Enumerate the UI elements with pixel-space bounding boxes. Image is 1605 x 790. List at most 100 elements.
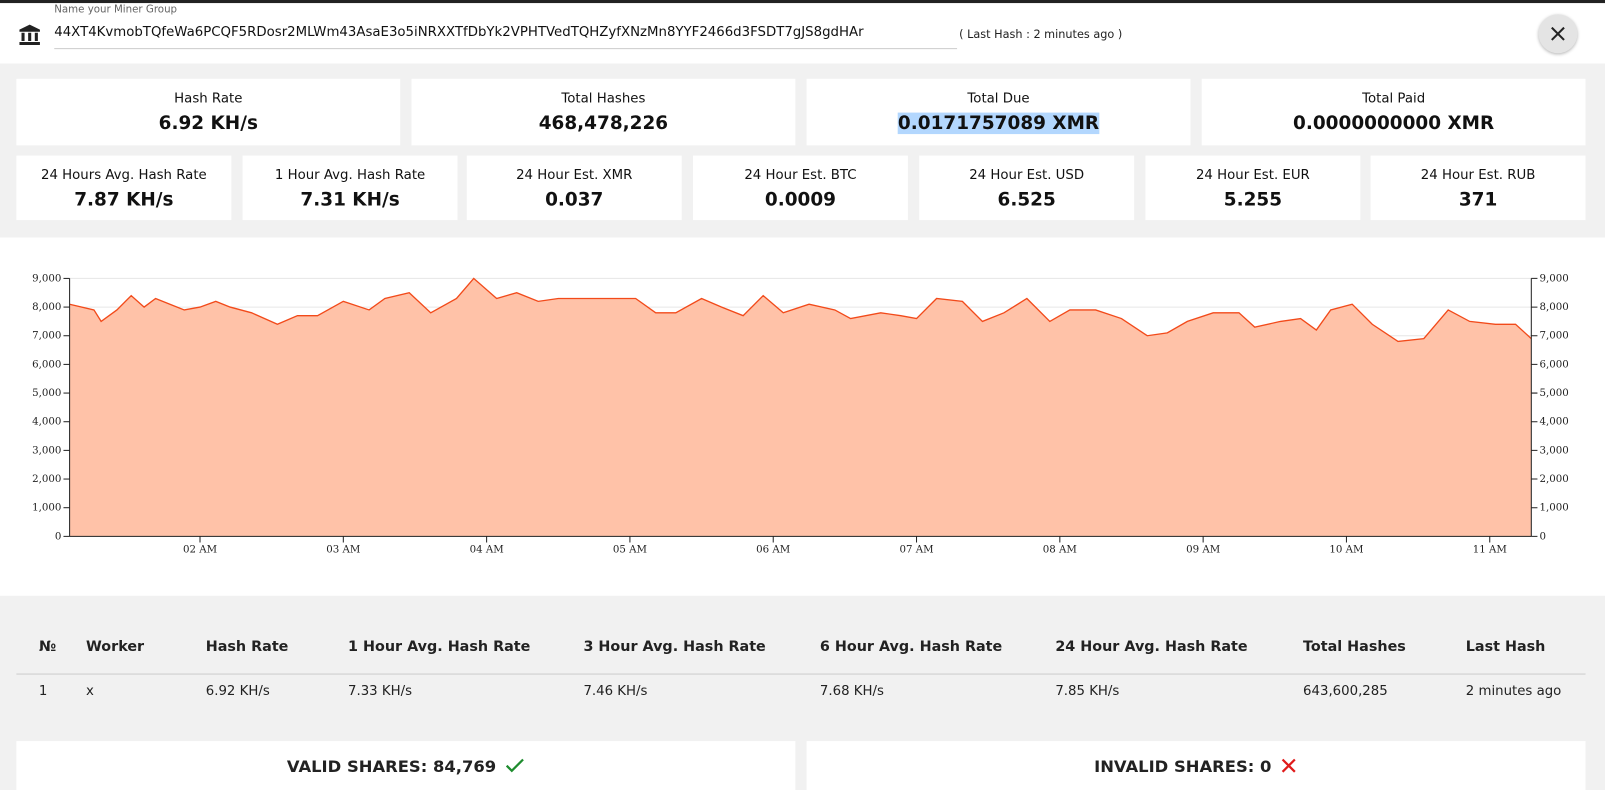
stat-label: Total Due <box>967 91 1030 107</box>
table-cell: 2 minutes ago <box>1465 683 1562 700</box>
valid-shares-text: VALID SHARES: 84,769 <box>286 755 497 776</box>
x-tick-label: 11 AM <box>1473 545 1507 556</box>
table-cell: 643,600,285 <box>1303 683 1388 700</box>
table-cell: x <box>85 683 94 700</box>
x-tick-label: 07 AM <box>899 545 933 556</box>
x-tick-label: 02 AM <box>183 545 217 556</box>
x-tick-label: 03 AM <box>326 545 360 556</box>
x-tick-label: 09 AM <box>1186 545 1220 556</box>
close-icon <box>1551 26 1565 41</box>
invalid-shares: INVALID SHARES: 0 <box>806 741 1586 790</box>
last-hash: ( Last Hash : 2 minutes ago ) <box>959 27 1123 41</box>
header: Name your Miner Group 44XT4KvmobTQfeWa6P… <box>0 0 1605 64</box>
cross-icon <box>1281 758 1296 773</box>
y2-tick-label: 3,000 <box>1539 445 1568 456</box>
miner-address-input[interactable]: 44XT4KvmobTQfeWa6PCQF5RDosr2MLWm43AsaE3o… <box>54 25 958 50</box>
y-tick-label: 5,000 <box>32 388 61 399</box>
bank-icon <box>19 24 40 46</box>
y-tick-label: 6,000 <box>32 359 61 370</box>
table-cell: 7.68 KH/s <box>819 683 884 700</box>
y2-tick-label: 6,000 <box>1539 359 1568 370</box>
estimate-value: 6.525 <box>997 189 1056 211</box>
y-tick-label: 2,000 <box>32 474 61 485</box>
table-header: № <box>38 638 57 656</box>
table-cell: 7.85 KH/s <box>1055 683 1120 700</box>
y-tick-label: 9,000 <box>32 273 61 284</box>
estimate-value: 0.0009 <box>764 189 837 211</box>
stat-value: 468,478,226 <box>411 113 795 134</box>
estimate-value: 0.037 <box>545 189 604 211</box>
x-tick-label: 06 AM <box>756 545 790 556</box>
estimate-label: 24 Hour Est. EUR <box>1195 167 1310 184</box>
x-tick-label: 05 AM <box>613 545 647 556</box>
stat-card: Total Due 0.0171757089 XMR <box>806 78 1191 146</box>
y2-tick-label: 7,000 <box>1539 331 1568 342</box>
y2-tick-label: 9,000 <box>1539 273 1568 284</box>
estimate-label: 24 Hour Est. BTC <box>744 167 857 184</box>
estimate-card: 24 Hours Avg. Hash Rate 7.87 KH/s <box>16 155 232 221</box>
y-tick-label: 1,000 <box>32 503 61 514</box>
y-tick-label: 8,000 <box>32 302 61 313</box>
line <box>69 277 1532 343</box>
y2-tick-label: 0 <box>1539 531 1546 542</box>
y-tick-label: 3,000 <box>32 445 61 456</box>
estimate-value: 5.255 <box>1223 189 1283 211</box>
stat-card: Hash Rate 6.92 KH/s <box>16 78 401 146</box>
y2-tick-label: 2,000 <box>1539 474 1568 485</box>
table-header: 24 Hour Avg. Hash Rate <box>1055 638 1248 656</box>
stat-value-text: 468,478,226 <box>538 112 669 135</box>
close-button[interactable] <box>1538 14 1578 54</box>
stat-value-text: 6.92 KH/s <box>158 112 258 135</box>
table-header: Last Hash <box>1465 638 1546 656</box>
estimate-label: 24 Hour Est. USD <box>969 167 1085 184</box>
stat-value: 6.92 KH/s <box>16 113 400 134</box>
table-divider <box>16 673 1586 675</box>
estimate-value: 7.31 KH/s <box>300 189 400 211</box>
table-header: 1 Hour Avg. Hash Rate <box>348 638 531 656</box>
estimate-card: 24 Hour Est. RUB 371 <box>1370 155 1586 221</box>
stat-value: 0.0000000000 XMR <box>1202 113 1586 134</box>
input-label: Name your Miner Group <box>54 4 178 16</box>
table-cell: 7.46 KH/s <box>583 683 648 700</box>
estimate-card: 24 Hour Est. BTC 0.0009 <box>692 155 908 221</box>
table-header: Worker <box>85 638 145 656</box>
y2-tick-label: 1,000 <box>1539 503 1568 514</box>
valid-shares: VALID SHARES: 84,769 <box>16 741 796 790</box>
chart-panel: 0 1,000 2,000 3,000 4,000 5,000 6,000 7,000 8,00… <box>0 237 1605 596</box>
table-header: 6 Hour Avg. Hash Rate <box>819 638 1003 656</box>
check-icon <box>505 758 524 773</box>
hashrate-chart: 0 1,000 2,000 3,000 4,000 5,000 6,000 7,000 8,00… <box>32 273 1569 556</box>
table-header: 3 Hour Avg. Hash Rate <box>583 638 766 656</box>
x-tick-label: 08 AM <box>1043 545 1077 556</box>
estimate-value: 371 <box>1458 189 1498 211</box>
stat-label: Total Hashes <box>561 91 646 107</box>
stat-label: Total Paid <box>1362 91 1426 107</box>
area <box>69 278 1532 537</box>
estimate-label: 24 Hours Avg. Hash Rate <box>40 167 207 184</box>
estimate-value: 7.87 KH/s <box>74 189 174 211</box>
y2-tick-label: 5,000 <box>1539 388 1568 399</box>
estimate-label: 24 Hour Est. XMR <box>516 167 633 184</box>
table-cell: 1 <box>38 683 48 700</box>
invalid-shares-text: INVALID SHARES: 0 <box>1094 755 1272 776</box>
table-cell: 6.92 KH/s <box>205 683 270 700</box>
table-header: Hash Rate <box>205 638 289 656</box>
stat-card: Total Paid 0.0000000000 XMR <box>1201 78 1586 146</box>
table-header: Total Hashes <box>1303 638 1406 656</box>
y2-tick-label: 8,000 <box>1539 302 1568 313</box>
y2-tick-label: 4,000 <box>1539 417 1568 428</box>
estimate-card: 24 Hour Est. EUR 5.255 <box>1145 155 1361 221</box>
estimate-label: 24 Hour Est. RUB <box>1420 167 1536 184</box>
estimate-card: 24 Hour Est. USD 6.525 <box>919 155 1135 221</box>
y-tick-label: 7,000 <box>32 331 61 342</box>
table-cell: 7.33 KH/s <box>348 683 413 700</box>
x-tick-label: 10 AM <box>1329 545 1363 556</box>
estimate-card: 24 Hour Est. XMR 0.037 <box>466 155 682 221</box>
y-tick-label: 4,000 <box>32 417 61 428</box>
stat-label: Hash Rate <box>174 91 243 107</box>
x-tick-label: 04 AM <box>470 545 504 556</box>
stat-value: 0.0171757089 XMR <box>807 112 1191 135</box>
estimate-card: 1 Hour Avg. Hash Rate 7.31 KH/s <box>242 155 458 221</box>
